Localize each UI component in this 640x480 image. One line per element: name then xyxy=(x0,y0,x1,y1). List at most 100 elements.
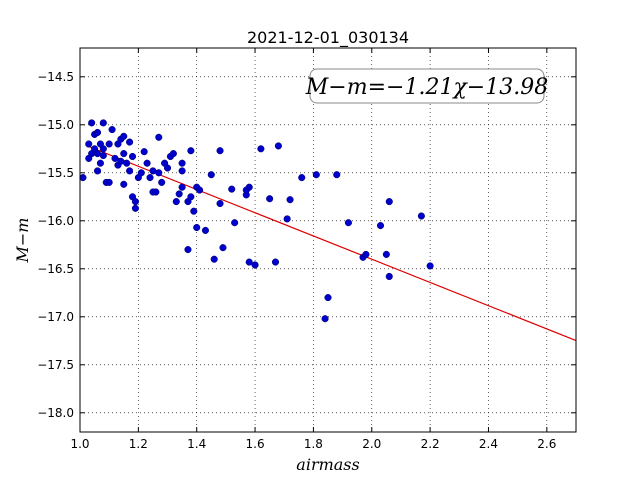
data-point xyxy=(178,159,186,167)
data-point xyxy=(257,145,265,153)
data-point xyxy=(120,180,128,188)
data-point xyxy=(385,272,393,281)
data-point xyxy=(93,128,102,137)
data-point xyxy=(210,255,218,263)
data-point xyxy=(193,223,201,232)
x-tick-label: 2.0 xyxy=(362,437,381,451)
data-point xyxy=(231,219,239,227)
data-point xyxy=(155,169,163,177)
data-point xyxy=(123,159,131,167)
y-tick-label: −16.0 xyxy=(37,214,74,228)
data-point xyxy=(426,262,434,270)
data-point xyxy=(163,164,172,172)
data-point xyxy=(274,142,282,150)
data-point xyxy=(85,140,93,148)
data-point xyxy=(178,183,186,191)
fit-equation: M−m=−1.21χ−13.98 xyxy=(305,75,548,100)
data-point xyxy=(216,147,224,155)
axis-ticks: 1.0 1.2 1.4 1.6 1.8 2.0 2.2 2.4 2.6 −14.5 −15.0 −15… xyxy=(37,48,576,451)
data-point xyxy=(120,150,128,158)
data-point xyxy=(201,226,210,234)
data-point xyxy=(146,174,154,182)
data-point xyxy=(79,174,87,182)
fit-line xyxy=(85,144,577,342)
data-point xyxy=(175,190,183,198)
data-point xyxy=(196,186,204,194)
data-point xyxy=(324,294,332,302)
data-point xyxy=(126,138,134,146)
x-tick-label: 2.4 xyxy=(479,437,498,451)
data-point xyxy=(111,154,119,162)
data-point xyxy=(105,140,113,148)
data-point xyxy=(187,193,195,201)
x-tick-label: 1.4 xyxy=(187,437,206,451)
x-axis-title: airmass xyxy=(296,455,359,474)
data-point xyxy=(245,183,253,191)
x-tick-label: 1.6 xyxy=(246,437,265,451)
data-point xyxy=(131,204,139,212)
x-tick-label: 2.6 xyxy=(537,437,556,451)
data-point xyxy=(99,145,107,153)
data-point xyxy=(128,152,137,161)
data-point xyxy=(190,207,198,215)
x-tick-label: 1.8 xyxy=(304,437,323,451)
data-point xyxy=(155,133,163,141)
data-point xyxy=(251,261,259,269)
data-point xyxy=(137,169,145,177)
data-points xyxy=(79,119,434,323)
data-point xyxy=(207,171,215,179)
x-tick-label: 1.0 xyxy=(70,437,89,451)
y-tick-label: −18.0 xyxy=(37,406,74,420)
y-tick-label: −14.5 xyxy=(37,70,74,84)
y-tick-label: −17.0 xyxy=(37,310,74,324)
data-point xyxy=(108,126,116,134)
x-tick-label: 1.2 xyxy=(129,437,148,451)
data-point xyxy=(105,178,113,186)
chart-title: 2021-12-01_030134 xyxy=(247,28,409,48)
data-point xyxy=(362,250,370,258)
y-tick-label: −15.0 xyxy=(37,118,74,132)
fit-line-group xyxy=(85,144,577,342)
data-point xyxy=(96,159,104,167)
data-point xyxy=(187,147,195,155)
data-point xyxy=(283,215,291,223)
data-point xyxy=(271,258,280,266)
data-point xyxy=(333,171,341,179)
data-point xyxy=(178,167,186,175)
data-point xyxy=(120,132,128,140)
data-point xyxy=(245,258,253,266)
data-point xyxy=(266,195,274,203)
data-point xyxy=(228,185,236,193)
data-point xyxy=(99,151,107,160)
data-point xyxy=(140,148,148,156)
fit-equation-box xyxy=(309,68,545,104)
data-point xyxy=(216,199,224,208)
data-point xyxy=(131,198,139,206)
data-point xyxy=(219,244,227,252)
data-point xyxy=(93,167,102,175)
data-point xyxy=(152,188,160,196)
data-point xyxy=(382,250,390,258)
plot-frame xyxy=(79,47,577,433)
data-point xyxy=(286,196,294,204)
data-point xyxy=(126,167,134,175)
y-tick-label: −15.5 xyxy=(37,166,74,180)
data-point xyxy=(169,150,177,158)
y-tick-label: −17.5 xyxy=(37,358,74,372)
data-point xyxy=(385,198,393,206)
data-point xyxy=(88,119,96,127)
data-point xyxy=(99,119,107,127)
data-point xyxy=(321,315,329,323)
data-point xyxy=(184,246,192,254)
y-axis-title: M−m xyxy=(13,218,32,264)
y-tick-label: −16.5 xyxy=(37,262,74,276)
data-point xyxy=(344,219,352,227)
data-point xyxy=(158,178,166,186)
data-point xyxy=(376,222,385,230)
data-point xyxy=(172,198,180,206)
data-point xyxy=(143,159,151,167)
data-point xyxy=(417,212,425,220)
x-tick-label: 2.2 xyxy=(421,437,440,451)
data-point xyxy=(312,171,320,179)
